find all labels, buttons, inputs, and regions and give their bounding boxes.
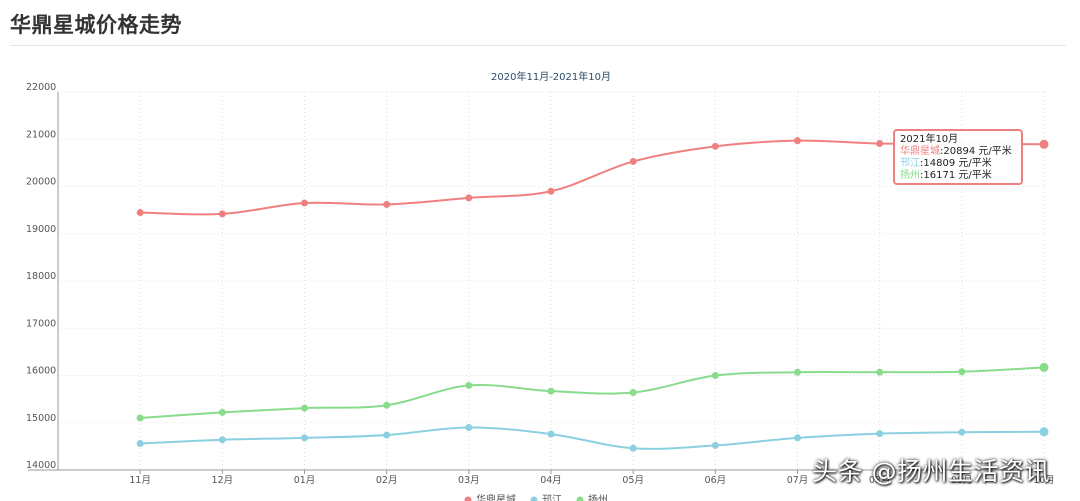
series-layer bbox=[136, 137, 1049, 452]
page-title: 华鼎星城价格走势 bbox=[10, 13, 182, 37]
tooltip-series-unit: 元/平米 bbox=[955, 170, 992, 181]
x-tick-label: 07月 bbox=[787, 475, 809, 486]
x-tick-label: 09月 bbox=[951, 475, 973, 486]
tooltip-title: 2021年10月 bbox=[900, 134, 959, 145]
data-point bbox=[794, 137, 801, 145]
tooltip-series-unit: 元/平米 bbox=[975, 146, 1012, 157]
watermark: 头条 @扬州生活资讯 bbox=[812, 457, 1050, 486]
tooltip-row-yangzhou: 扬州:16171 元/平米 bbox=[900, 170, 1016, 182]
data-point bbox=[629, 389, 637, 397]
tooltip-row-hanjiang: 邗江:14809 元/平米 bbox=[900, 158, 1016, 170]
data-point bbox=[958, 428, 966, 436]
axis-layer: 2020年11月-2021年10月 14000 15000 16000 17000 180… bbox=[26, 70, 1055, 486]
tooltip-series-name: 华鼎星城 bbox=[900, 146, 940, 157]
data-point bbox=[547, 387, 555, 395]
data-point bbox=[218, 408, 226, 416]
x-tick-label: 08月 bbox=[869, 475, 891, 486]
data-point bbox=[958, 368, 966, 376]
data-point bbox=[711, 142, 719, 150]
data-point bbox=[136, 440, 144, 448]
data-point bbox=[547, 187, 555, 195]
legend-marker bbox=[576, 496, 584, 501]
data-point bbox=[383, 401, 391, 409]
legend-marker bbox=[464, 496, 472, 501]
tooltip-series-name: 邗江 bbox=[900, 158, 920, 169]
data-point bbox=[629, 444, 637, 452]
x-tick-label: 04月 bbox=[540, 475, 562, 486]
data-point bbox=[465, 194, 473, 202]
y-tick-label: 20000 bbox=[26, 177, 56, 188]
y-tick-label: 22000 bbox=[26, 82, 56, 93]
data-point bbox=[301, 199, 308, 207]
legend-label: 华鼎星城 bbox=[476, 493, 516, 501]
x-tick-label: 06月 bbox=[705, 475, 727, 486]
x-tick-label: 01月 bbox=[294, 475, 316, 486]
data-point bbox=[136, 414, 144, 422]
data-point bbox=[876, 368, 884, 376]
y-tick-label: 14000 bbox=[26, 460, 56, 471]
data-point bbox=[465, 423, 473, 431]
data-point bbox=[383, 200, 391, 208]
data-point bbox=[1039, 139, 1049, 149]
y-tick-label: 15000 bbox=[26, 413, 56, 424]
data-point bbox=[301, 404, 308, 412]
series-line-1 bbox=[140, 426, 1045, 450]
series-line-0 bbox=[140, 139, 1045, 216]
legend-label: 扬州 bbox=[588, 493, 608, 501]
y-tick-label: 17000 bbox=[26, 318, 56, 329]
chart-title: 2020年11月-2021年10月 bbox=[491, 70, 611, 83]
tooltip-row-huading: 华鼎星城:20894 元/平米 bbox=[900, 146, 1016, 158]
data-point bbox=[301, 434, 308, 442]
data-point bbox=[465, 381, 473, 389]
data-point bbox=[794, 368, 801, 376]
data-point bbox=[218, 210, 226, 218]
data-point bbox=[383, 431, 391, 439]
y-tick-label: 18000 bbox=[26, 271, 56, 282]
tooltip-series-value: :20894 bbox=[940, 146, 976, 157]
x-tick-label: 11月 bbox=[129, 475, 151, 486]
x-tick-label: 02月 bbox=[376, 475, 398, 486]
tooltip-series-unit: 元/平米 bbox=[955, 158, 992, 169]
data-point bbox=[629, 157, 637, 165]
title-divider bbox=[10, 45, 1066, 46]
data-point bbox=[876, 140, 884, 148]
legend-layer: 华鼎星城 邗江 扬州 bbox=[464, 493, 608, 501]
x-tick-label: 12月 bbox=[212, 475, 234, 486]
data-point bbox=[547, 430, 555, 438]
y-tick-label: 21000 bbox=[26, 129, 56, 140]
data-point bbox=[1039, 362, 1049, 372]
series-line-2 bbox=[140, 366, 1045, 420]
x-tick-label: 10月 bbox=[1033, 475, 1055, 486]
data-point bbox=[794, 434, 801, 442]
tooltip: 2021年10月 华鼎星城:20894 元/平米 邗江:14809 元/平米 扬… bbox=[893, 129, 1023, 185]
legend-marker bbox=[530, 496, 538, 501]
y-tick-label: 19000 bbox=[26, 224, 56, 235]
grid-layer bbox=[58, 91, 1045, 470]
x-tick-label: 05月 bbox=[622, 475, 644, 486]
data-point bbox=[876, 430, 884, 438]
y-tick-label: 16000 bbox=[26, 366, 56, 377]
data-point bbox=[711, 372, 719, 379]
data-point bbox=[218, 436, 226, 444]
data-point bbox=[1039, 427, 1049, 437]
x-tick-label: 03月 bbox=[458, 475, 480, 486]
tooltip-series-value: :14809 bbox=[920, 158, 956, 169]
tooltip-series-name: 扬州 bbox=[900, 170, 920, 181]
legend-label: 邗江 bbox=[542, 494, 562, 501]
data-point bbox=[711, 441, 719, 449]
data-point bbox=[136, 208, 144, 216]
tooltip-series-value: :16171 bbox=[920, 170, 956, 181]
